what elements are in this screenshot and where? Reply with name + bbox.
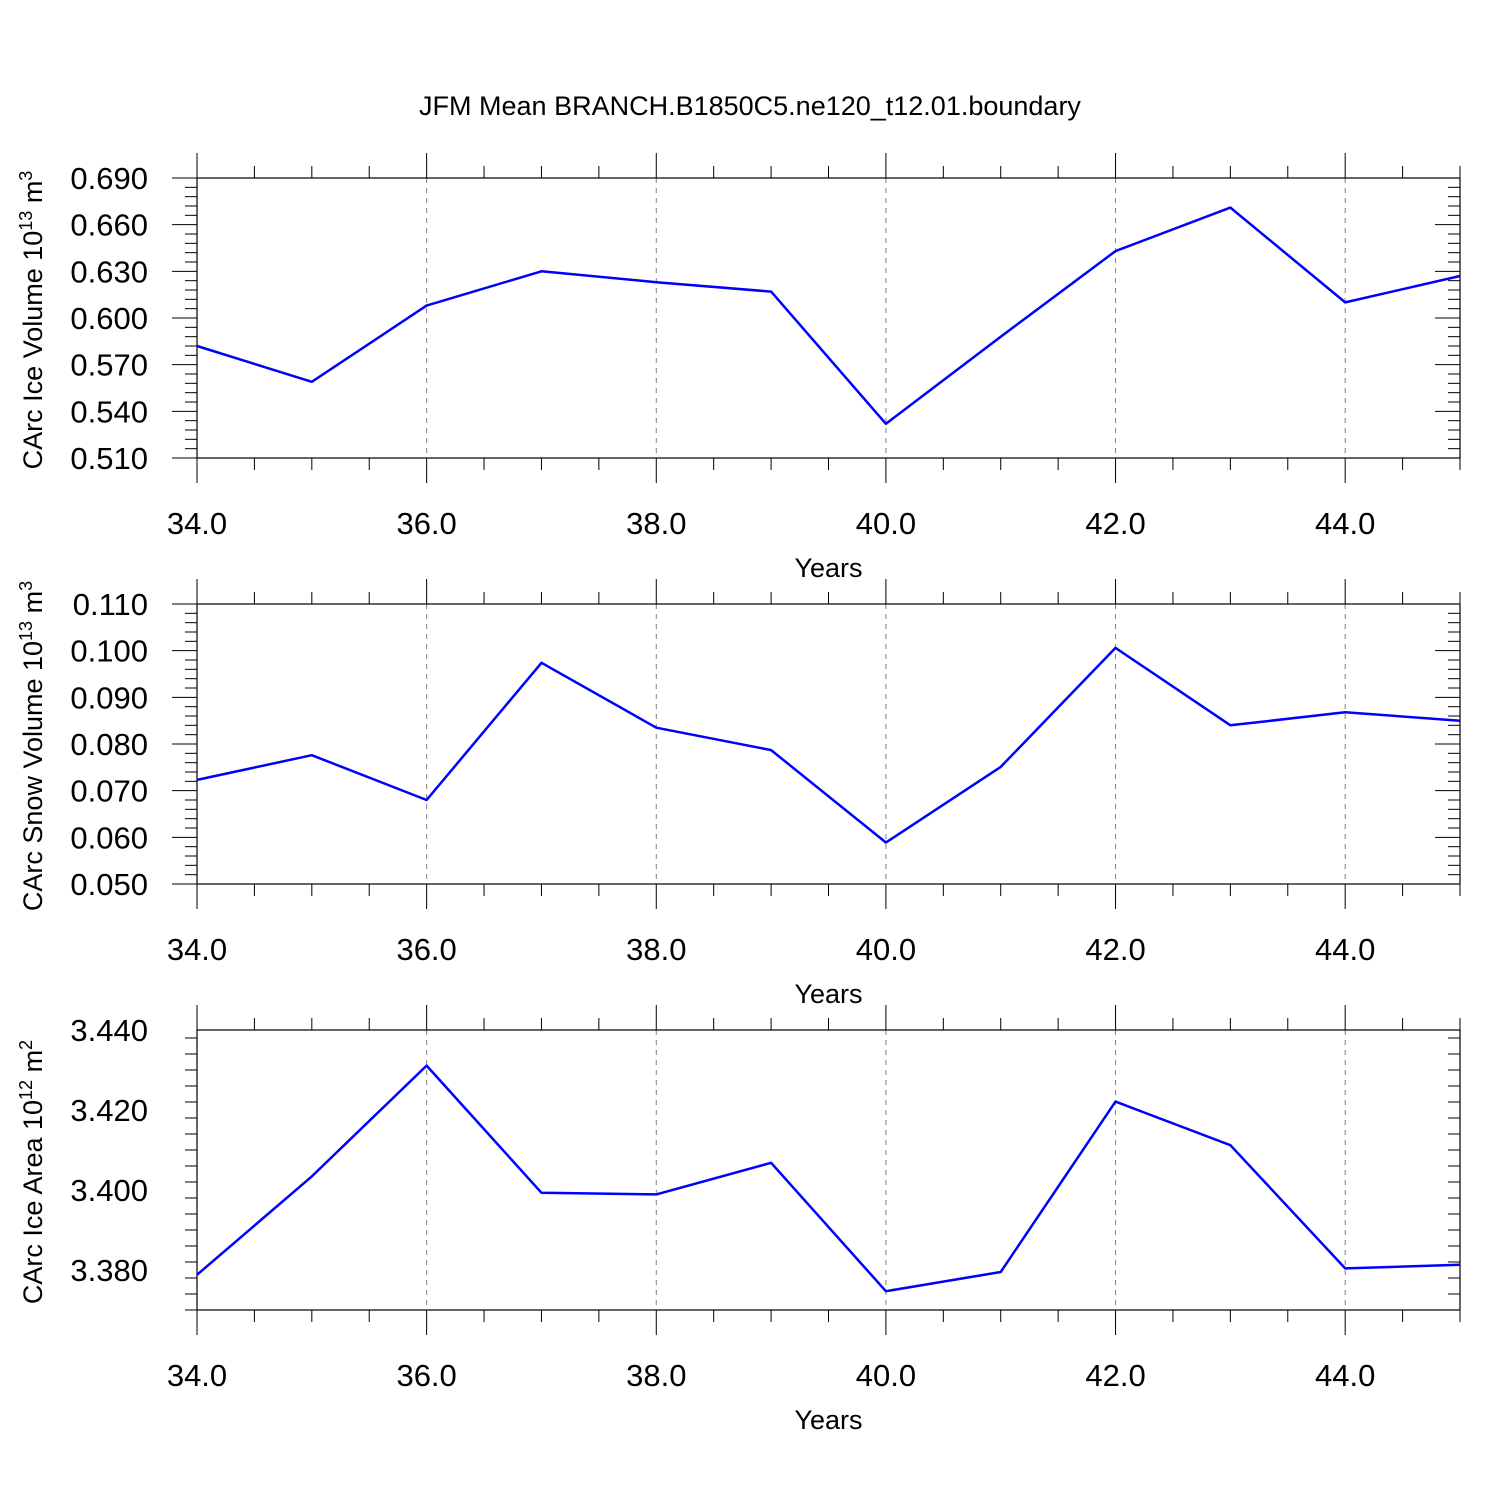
y-tick-label: 0.660	[70, 208, 148, 243]
plot-frame	[196, 177, 1461, 459]
y-tick-label: 0.060	[70, 820, 148, 855]
x-tick-label: 42.0	[1085, 1358, 1145, 1393]
x-tick-label: 40.0	[856, 932, 916, 967]
plot-frame	[196, 603, 1461, 885]
x-tick-label: 44.0	[1315, 506, 1375, 541]
x-tick-label: 44.0	[1315, 1358, 1375, 1393]
y-tick-label: 0.570	[70, 348, 148, 383]
series-line	[196, 206, 1461, 426]
y-tick-label: 0.090	[70, 680, 148, 715]
y-tick-label: 0.050	[70, 867, 148, 902]
x-tick-label: 36.0	[396, 506, 456, 541]
x-tick-label: 42.0	[1085, 932, 1145, 967]
x-tick-label: 34.0	[167, 1358, 227, 1393]
x-tick-label: 38.0	[626, 1358, 686, 1393]
y-tick-label: 3.380	[70, 1253, 148, 1288]
chart-panel-2: 0.050 0.060 0.070 0.080 0.090 0.100 0.110 34.0 3…	[16, 579, 1461, 1009]
y-tick-label: 0.100	[70, 634, 148, 669]
x-tick-label: 38.0	[626, 932, 686, 967]
y-tick-label: 3.420	[70, 1093, 148, 1128]
series-line	[196, 646, 1461, 844]
y-tick-label: 3.400	[70, 1173, 148, 1208]
y-tick-label: 0.110	[73, 587, 148, 622]
y-tick-label: 3.440	[70, 1013, 148, 1048]
x-axis-title: Years	[794, 979, 862, 1009]
chart-title: JFM Mean BRANCH.B1850C5.ne120_t12.01.bou…	[419, 91, 1081, 121]
x-tick-label: 38.0	[626, 506, 686, 541]
y-tick-label: 0.080	[70, 727, 148, 762]
x-axis-title: Years	[794, 1405, 862, 1435]
x-tick-label: 40.0	[856, 506, 916, 541]
x-tick-label: 34.0	[167, 932, 227, 967]
x-tick-label: 36.0	[396, 1358, 456, 1393]
y-axis-title: CArc Ice Area 1012 m2	[16, 1040, 48, 1304]
y-tick-label: 0.630	[70, 254, 148, 289]
y-tick-label: 0.070	[70, 774, 148, 809]
series-line	[196, 1064, 1461, 1293]
x-axis-title: Years	[794, 553, 862, 583]
x-tick-label: 36.0	[396, 932, 456, 967]
y-tick-label: 0.690	[70, 161, 148, 196]
y-axis-title: CArc Snow Volume 1013 m3	[16, 581, 48, 911]
y-tick-label: 0.540	[70, 394, 148, 429]
chart-panel-3: 3.380 3.400 3.420 3.440 34.0 36.0 38.0 40.0 42.0…	[16, 1005, 1461, 1435]
x-tick-label: 44.0	[1315, 932, 1375, 967]
chart-panel-1: 0.510 0.540 0.570 0.600 0.630 0.660 0.690 34.0 3…	[16, 153, 1461, 583]
y-tick-label: 0.510	[70, 441, 148, 476]
y-tick-label: 0.600	[70, 301, 148, 336]
x-tick-label: 42.0	[1085, 506, 1145, 541]
y-axis-title: CArc Ice Volume 1013 m3	[16, 171, 48, 470]
x-tick-label: 34.0	[167, 506, 227, 541]
x-tick-label: 40.0	[856, 1358, 916, 1393]
plot-frame	[196, 1029, 1461, 1311]
